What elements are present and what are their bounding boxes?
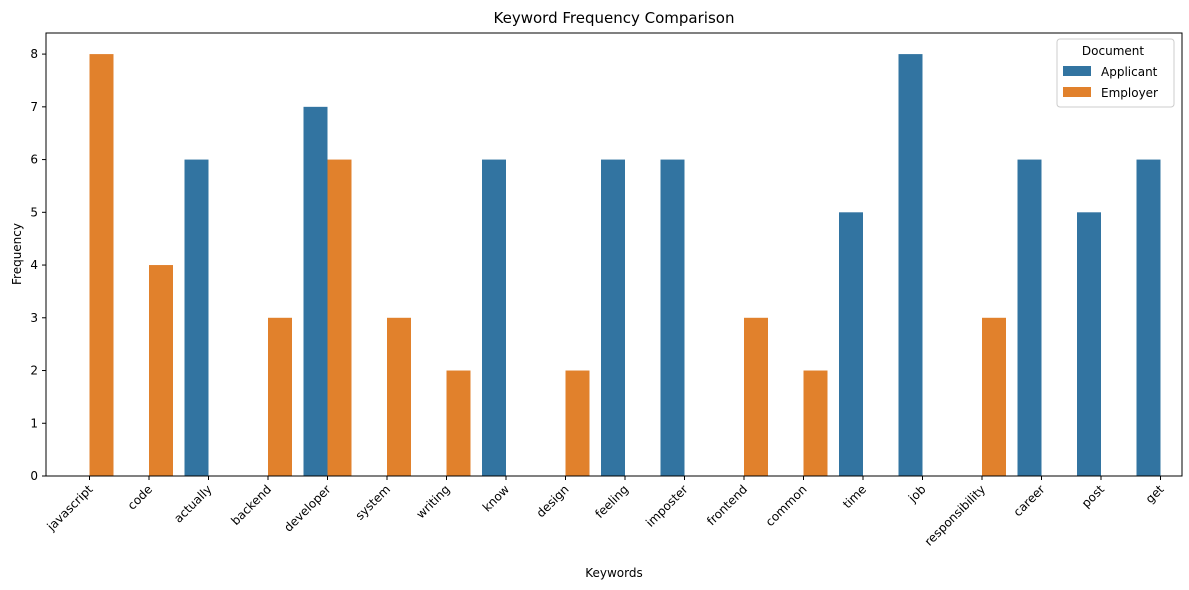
x-tick-label-system: system — [353, 482, 394, 523]
legend-swatch-applicant — [1063, 66, 1091, 76]
y-axis: 0 1 2 3 4 5 6 7 8 — [30, 47, 46, 483]
bar-applicant-job — [898, 54, 923, 476]
bar-employer-frontend — [744, 317, 768, 476]
bar-employer-developer — [327, 159, 352, 477]
legend-label-employer: Employer — [1101, 86, 1158, 100]
y-tick-label: 7 — [30, 100, 38, 114]
y-tick-label: 1 — [30, 416, 38, 430]
x-tick-label-responsibility: responsibility — [922, 482, 988, 548]
x-tick-label-actually: actually — [171, 482, 214, 525]
bar-applicant-actually — [184, 159, 209, 477]
bar-applicant-developer — [303, 106, 328, 476]
y-tick-label: 5 — [30, 205, 38, 219]
legend-swatch-employer — [1063, 87, 1091, 97]
x-tick-label-career: career — [1011, 482, 1048, 519]
bar-employer-design — [565, 370, 590, 476]
x-tick-label-design: design — [534, 482, 572, 520]
x-tick-label-time: time — [840, 482, 869, 511]
bar-applicant-know — [482, 159, 506, 477]
x-tick-label-backend: backend — [228, 482, 274, 528]
y-tick-label: 0 — [30, 469, 38, 483]
legend-title: Document — [1082, 44, 1144, 58]
y-tick-label: 6 — [30, 153, 38, 167]
y-tick-label: 3 — [30, 311, 38, 325]
x-tick-label-know: know — [480, 482, 512, 514]
legend-label-applicant: Applicant — [1101, 65, 1158, 79]
bar-employer-common — [803, 370, 828, 476]
bar-employer-responsibility — [982, 317, 1006, 476]
bar-applicant-time — [839, 212, 863, 477]
bar-employer-system — [387, 317, 411, 476]
chart-title: Keyword Frequency Comparison — [494, 9, 735, 27]
bar-applicant-post — [1077, 212, 1101, 477]
x-tick-label-common: common — [763, 482, 810, 529]
bar-employer-code — [149, 265, 173, 476]
x-axis-label: Keywords — [585, 566, 643, 580]
x-tick-label-imposter: imposter — [643, 482, 691, 530]
y-tick-label: 8 — [30, 47, 38, 61]
bar-applicant-feeling — [601, 159, 625, 477]
x-tick-label-post: post — [1079, 482, 1107, 510]
y-tick-label: 4 — [30, 258, 38, 272]
legend: Document Applicant Employer — [1056, 38, 1175, 108]
x-tick-label-job: job — [905, 482, 929, 506]
x-tick-label-get: get — [1143, 482, 1167, 506]
bar-employer-javascript — [89, 54, 114, 476]
x-tick-label-developer: developer — [281, 482, 333, 534]
x-tick-label-javascript: javascript — [44, 482, 96, 534]
bar-applicant-get — [1136, 159, 1161, 477]
bar-employer-backend — [268, 317, 292, 476]
bars-layer — [89, 54, 1161, 477]
bar-employer-writing — [446, 370, 471, 476]
x-axis: javascript code actually backend developer sy… — [44, 476, 1167, 549]
x-tick-label-writing: writing — [413, 482, 452, 521]
y-tick-label: 2 — [30, 364, 38, 378]
plot-frame — [45, 32, 1183, 477]
x-tick-label-frontend: frontend — [704, 482, 750, 528]
bar-applicant-career — [1017, 159, 1042, 477]
x-tick-label-feeling: feeling — [592, 482, 631, 521]
bar-applicant-imposter — [660, 159, 685, 477]
y-axis-label: Frequency — [10, 223, 24, 285]
x-tick-label-code: code — [125, 482, 155, 512]
